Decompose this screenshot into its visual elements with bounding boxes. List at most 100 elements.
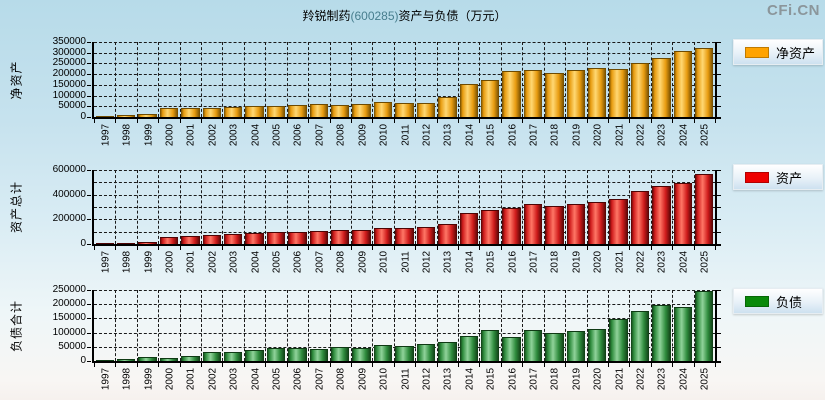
bar bbox=[459, 84, 478, 117]
gridline-v bbox=[222, 290, 224, 361]
y-tick-label: 600000 bbox=[52, 164, 86, 175]
gridline-v bbox=[329, 290, 331, 361]
bar bbox=[566, 204, 585, 244]
gridline-v bbox=[672, 290, 674, 361]
gridline-v bbox=[179, 290, 181, 361]
gridline-v bbox=[565, 290, 567, 361]
y-tick-label: 400000 bbox=[52, 188, 86, 200]
x-tick-mark bbox=[586, 119, 588, 123]
y-tick-label: 200000 bbox=[52, 298, 86, 310]
gridline-v bbox=[350, 42, 352, 117]
x-tick-mark bbox=[222, 246, 224, 250]
y-axis bbox=[92, 290, 94, 363]
gridline-v bbox=[115, 290, 117, 361]
x-tick-mark bbox=[94, 246, 95, 250]
x-tick-label: 2006 bbox=[292, 367, 304, 391]
gridline-v bbox=[522, 290, 524, 361]
bar bbox=[673, 182, 693, 244]
x-tick-label: 2001 bbox=[185, 367, 197, 391]
x-tick-mark bbox=[458, 363, 460, 367]
y-tick-mark-right bbox=[717, 106, 721, 108]
x-tick-mark bbox=[286, 363, 288, 367]
x-tick-mark bbox=[500, 363, 502, 367]
x-tick-label: 2015 bbox=[485, 367, 497, 391]
x-tick-label: 1998 bbox=[121, 250, 133, 274]
x-tick-mark bbox=[265, 363, 267, 367]
x-tick-label: 2025 bbox=[699, 123, 711, 147]
bar bbox=[245, 350, 264, 361]
x-tick-mark bbox=[672, 246, 674, 250]
gridline-h bbox=[94, 182, 715, 184]
gridline-v bbox=[543, 42, 545, 117]
x-tick-label: 2022 bbox=[635, 123, 647, 147]
x-tick-mark bbox=[586, 363, 588, 367]
x-tick-label: 2020 bbox=[592, 250, 604, 274]
x-tick-label: 2016 bbox=[507, 250, 519, 274]
x-tick-label: 2023 bbox=[656, 250, 668, 274]
gridline-h bbox=[94, 219, 715, 221]
bar bbox=[652, 305, 671, 361]
x-tick-mark bbox=[650, 119, 652, 123]
bar bbox=[331, 229, 350, 244]
x-tick-mark bbox=[436, 119, 438, 123]
x-tick-mark bbox=[115, 363, 117, 367]
bar bbox=[223, 106, 243, 117]
y-tick-label: 0 bbox=[80, 111, 86, 122]
x-tick-label: 2006 bbox=[292, 250, 304, 274]
bar bbox=[480, 209, 500, 244]
legend-liabilities: 负债 bbox=[733, 288, 823, 314]
x-tick-label: 2000 bbox=[164, 250, 176, 274]
y-tick-mark bbox=[87, 304, 91, 306]
x-tick-label: 2008 bbox=[335, 250, 347, 274]
y-tick-mark-right bbox=[717, 207, 721, 208]
bar bbox=[138, 241, 157, 244]
x-tick-mark bbox=[329, 246, 331, 250]
x-tick-label: 2018 bbox=[549, 367, 561, 391]
x-tick-label: 2000 bbox=[164, 123, 176, 147]
y-tick-label: 50000 bbox=[58, 340, 86, 352]
bar bbox=[352, 230, 371, 244]
y-tick-mark bbox=[87, 194, 91, 196]
bar bbox=[202, 234, 221, 244]
x-tick-mark bbox=[222, 363, 224, 367]
y-tick-mark-right bbox=[717, 231, 721, 233]
x-tick-mark bbox=[94, 363, 95, 367]
y-tick-label: 50000 bbox=[58, 100, 86, 112]
x-tick-label: 1998 bbox=[121, 367, 133, 391]
y-tick-mark-right bbox=[717, 219, 721, 221]
x-tick-label: 2008 bbox=[335, 367, 347, 391]
bar bbox=[566, 330, 585, 361]
x-tick-label: 2021 bbox=[614, 123, 626, 147]
x-tick-label: 2006 bbox=[292, 123, 304, 147]
x-tick-mark bbox=[565, 363, 567, 367]
x-tick-label: 2012 bbox=[421, 250, 433, 274]
x-tick-mark bbox=[693, 363, 695, 367]
x-tick-mark bbox=[201, 119, 203, 123]
x-tick-mark bbox=[286, 119, 288, 123]
y-tick-mark bbox=[87, 52, 91, 54]
bar bbox=[116, 358, 136, 361]
x-tick-mark bbox=[350, 363, 352, 367]
x-tick-mark bbox=[500, 246, 502, 250]
bar bbox=[331, 104, 350, 117]
y-tick-label: 350000 bbox=[52, 36, 86, 47]
gridline-v bbox=[243, 290, 245, 361]
x-tick-label: 2015 bbox=[485, 250, 497, 274]
gridline-v bbox=[586, 42, 588, 117]
bar bbox=[416, 227, 436, 244]
bar bbox=[438, 223, 457, 244]
bar bbox=[395, 345, 414, 361]
x-tick-mark bbox=[372, 363, 374, 367]
x-tick-label: 2017 bbox=[528, 123, 540, 147]
x-tick-mark bbox=[693, 119, 695, 123]
y-axis-title-net-assets: 净资产 bbox=[9, 59, 24, 100]
x-tick-mark bbox=[179, 119, 181, 123]
y-tick-mark-right bbox=[717, 42, 721, 43]
y-tick-mark-right bbox=[717, 194, 721, 196]
bar bbox=[609, 198, 628, 244]
y-tick-mark bbox=[87, 63, 91, 65]
y-tick-mark-right bbox=[717, 84, 721, 86]
x-tick-label: 2003 bbox=[228, 123, 240, 147]
bar bbox=[630, 62, 650, 117]
x-tick-mark bbox=[500, 119, 502, 123]
